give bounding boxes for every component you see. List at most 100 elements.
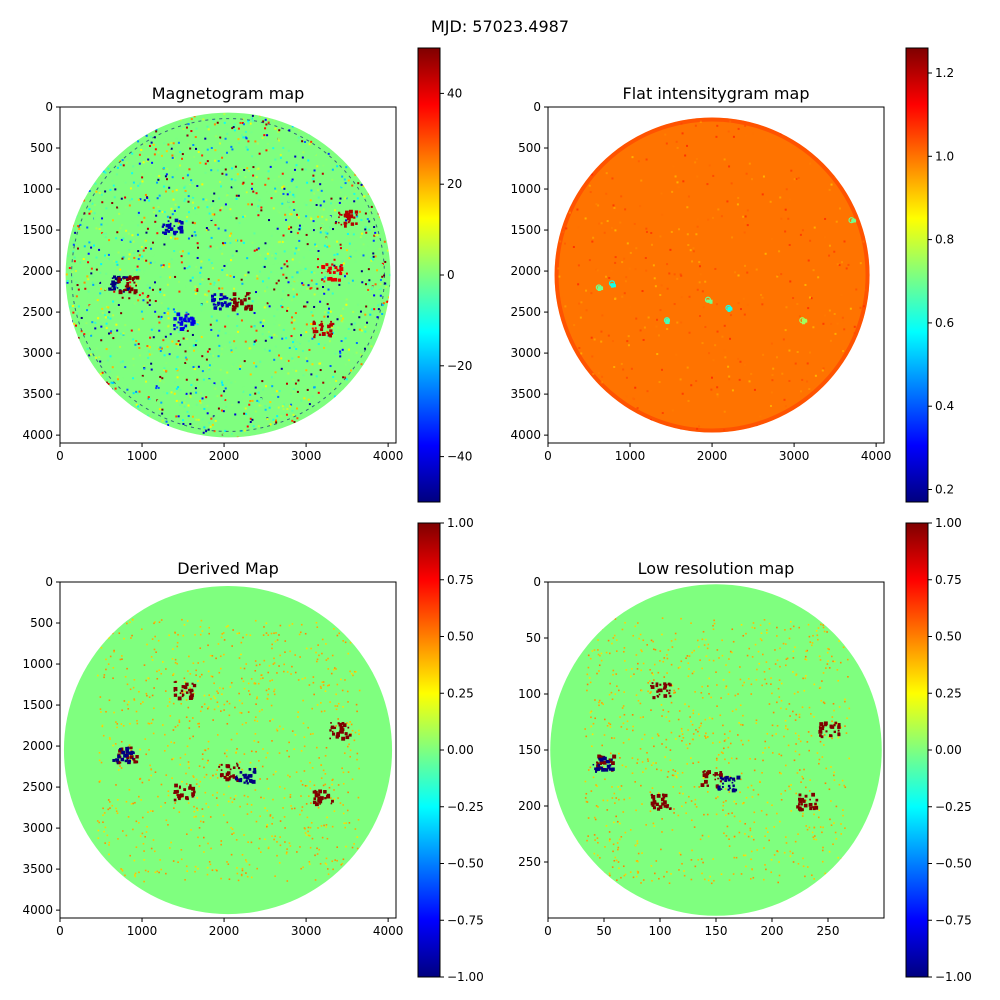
magnetogram-feature	[337, 209, 359, 228]
derived-title: Derived Map	[177, 559, 279, 578]
lowres-ytick-label: 0	[533, 575, 541, 589]
lowres-ytick-label: 50	[526, 631, 541, 645]
magnetogram-ytick-label: 500	[30, 141, 53, 155]
derived-colorbar-tick-label: 0.00	[447, 743, 474, 757]
lowres-xtick-label: 0	[544, 924, 552, 938]
derived-feature	[173, 783, 196, 802]
intensity-xtick-label: 4000	[861, 449, 892, 463]
magnetogram-feature	[231, 292, 253, 312]
magnetogram-colorbar	[417, 47, 441, 503]
derived-xtick-label: 0	[56, 924, 64, 938]
magnetogram-xtick-label: 1000	[127, 449, 158, 463]
intensity-ytick-label: 0	[533, 100, 541, 114]
intensity-xtick-label: 1000	[615, 449, 646, 463]
magnetogram-colorbar-tick-label: 40	[447, 86, 462, 100]
lowres-title: Low resolution map	[638, 559, 795, 578]
intensity-disk	[554, 117, 870, 433]
intensity-colorbar-tick-label: 0.2	[935, 483, 954, 497]
intensity-colorbar-tick-label: 1.0	[935, 149, 954, 163]
derived-colorbar-tick-label: −1.00	[447, 970, 484, 984]
magnetogram-ytick-label: 1000	[22, 182, 53, 196]
intensity-xtick-label: 2000	[697, 449, 728, 463]
lowres-colorbar-tick-label: 1.00	[935, 516, 962, 530]
intensity-feature	[595, 284, 604, 291]
lowres-ytick-label: 150	[518, 743, 541, 757]
lowres-ytick-label: 200	[518, 799, 541, 813]
magnetogram-colorbar-tick-label: −40	[447, 450, 472, 464]
lowres-xtick-label: 200	[761, 924, 784, 938]
derived-colorbar	[417, 522, 441, 978]
intensity-colorbar-tick-label: 1.2	[935, 66, 954, 80]
derived-feature	[173, 680, 197, 701]
derived-axes-frame	[59, 581, 397, 919]
lowres-feature	[650, 793, 672, 811]
intensity-colorbar	[905, 47, 929, 503]
derived-ytick-label: 3000	[22, 821, 53, 835]
figure-suptitle: MJD: 57023.4987	[430, 17, 570, 36]
magnetogram-xtick-label: 2000	[209, 449, 240, 463]
lowres-ytick-label: 100	[518, 687, 541, 701]
magnetogram-ytick-label: 3000	[22, 346, 53, 360]
intensity-colorbar-tick-label: 0.8	[935, 233, 954, 247]
magnetogram-colorbar-tick-label: −20	[447, 359, 472, 373]
magnetogram-axes-frame	[59, 106, 397, 444]
derived-colorbar-tick-label: −0.75	[447, 913, 484, 927]
magnetogram-ytick-label: 3500	[22, 387, 53, 401]
intensity-ytick-label: 2000	[510, 264, 541, 278]
magnetogram-colorbar-tick-label: 20	[447, 177, 462, 191]
magnetogram-ytick-label: 2000	[22, 264, 53, 278]
derived-colorbar-tick-label: 0.50	[447, 630, 474, 644]
lowres-xtick-label: 100	[649, 924, 672, 938]
intensity-ytick-label: 2500	[510, 305, 541, 319]
magnetogram-xtick-label: 0	[56, 449, 64, 463]
intensity-colorbar-tick-label: 0.6	[935, 316, 954, 330]
derived-colorbar-tick-label: 1.00	[447, 516, 474, 530]
derived-ytick-label: 4000	[22, 903, 53, 917]
lowres-ytick-label: 250	[518, 855, 541, 869]
lowres-disk	[550, 584, 882, 916]
intensity-feature	[608, 280, 616, 288]
magnetogram-feature	[312, 320, 335, 339]
derived-xtick-label: 1000	[127, 924, 158, 938]
intensity-ytick-label: 3500	[510, 387, 541, 401]
derived-colorbar-tick-label: −0.50	[447, 857, 484, 871]
intensity-ytick-label: 4000	[510, 428, 541, 442]
lowres-feature	[717, 775, 741, 793]
lowres-colorbar-tick-label: −0.75	[935, 913, 972, 927]
magnetogram-feature	[320, 263, 344, 282]
lowres-colorbar-tick-label: 0.25	[935, 686, 962, 700]
derived-ytick-label: 2500	[22, 780, 53, 794]
derived-ytick-label: 500	[30, 616, 53, 630]
magnetogram-colorbar-tick-label: 0	[447, 268, 455, 282]
magnetogram-ytick-label: 4000	[22, 428, 53, 442]
intensity-feature	[799, 317, 808, 325]
intensity-feature	[704, 296, 713, 304]
derived-ytick-label: 1000	[22, 657, 53, 671]
intensity-feature	[725, 304, 733, 312]
derived-ytick-label: 1500	[22, 698, 53, 712]
lowres-colorbar-tick-label: 0.00	[935, 743, 962, 757]
intensity-feature	[663, 317, 671, 325]
magnetogram-ytick-label: 0	[45, 100, 53, 114]
lowres-feature	[700, 770, 723, 789]
derived-feature	[312, 789, 334, 807]
derived-colorbar-tick-label: −0.25	[447, 800, 484, 814]
derived-ytick-label: 3500	[22, 862, 53, 876]
derived-ytick-label: 2000	[22, 739, 53, 753]
lowres-colorbar-tick-label: 0.50	[935, 630, 962, 644]
lowres-feature	[818, 721, 841, 739]
lowres-colorbar	[905, 522, 929, 978]
lowres-colorbar-tick-label: −0.50	[935, 857, 972, 871]
intensity-xtick-label: 0	[544, 449, 552, 463]
derived-xtick-label: 3000	[291, 924, 322, 938]
magnetogram-feature	[210, 293, 232, 311]
intensity-title: Flat intensitygram map	[623, 84, 810, 103]
derived-feature	[112, 746, 135, 764]
derived-colorbar-tick-label: 0.25	[447, 686, 474, 700]
lowres-colorbar-tick-label: 0.75	[935, 573, 962, 587]
lowres-xtick-label: 50	[596, 924, 611, 938]
derived-xtick-label: 4000	[373, 924, 404, 938]
lowres-colorbar-tick-label: −1.00	[935, 970, 972, 984]
lowres-xtick-label: 150	[705, 924, 728, 938]
